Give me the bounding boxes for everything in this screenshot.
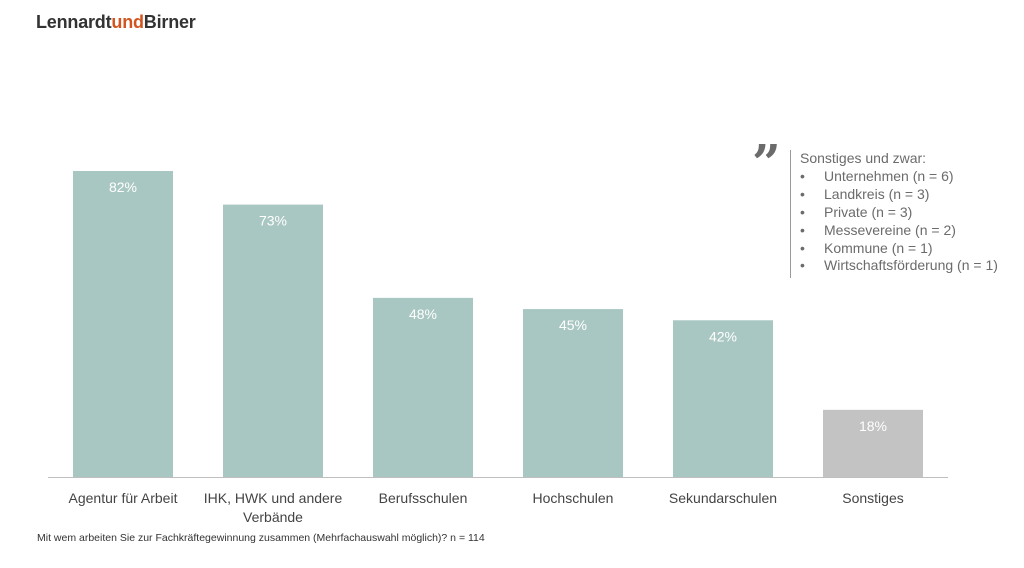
note-item: • Landkreis (n = 3) bbox=[800, 186, 998, 204]
bar bbox=[673, 320, 773, 477]
data-label: 18% bbox=[859, 418, 887, 434]
data-label: 45% bbox=[559, 317, 587, 333]
note-item-label: Unternehmen (n = 6) bbox=[824, 167, 954, 184]
bar bbox=[73, 171, 173, 477]
bar bbox=[373, 297, 473, 477]
bullet-icon: • bbox=[800, 185, 805, 202]
note-item: • Unternehmen (n = 6) bbox=[800, 168, 998, 186]
footnote: Mit wem arbeiten Sie zur Fachkräftegewin… bbox=[37, 532, 485, 544]
bar bbox=[523, 309, 623, 477]
category-label: IHK, HWK und andere Verbände bbox=[204, 490, 343, 525]
brand-part-2: und bbox=[111, 12, 144, 32]
category-label: Hochschulen bbox=[533, 490, 614, 506]
bullet-icon: • bbox=[800, 167, 805, 184]
brand-part-1: Lennardt bbox=[36, 12, 112, 32]
data-label: 73% bbox=[259, 213, 287, 229]
note-item-label: Kommune (n = 1) bbox=[824, 239, 933, 256]
bar bbox=[223, 204, 323, 477]
bullet-icon: • bbox=[800, 257, 805, 274]
brand-logo: LennardtundBirner bbox=[36, 12, 196, 33]
other-answers-note: Sonstiges und zwar: • Unternehmen (n = 6)… bbox=[790, 150, 998, 278]
note-item: • Messevereine (n = 2) bbox=[800, 222, 998, 240]
bullet-icon: • bbox=[800, 203, 805, 220]
data-label: 42% bbox=[709, 328, 737, 344]
quote-icon: ” bbox=[752, 133, 781, 192]
category-label: Sonstiges bbox=[842, 490, 903, 506]
note-item-label: Private (n = 3) bbox=[824, 203, 913, 220]
note-list: • Unternehmen (n = 6) • Landkreis (n = 3) • P… bbox=[800, 168, 998, 275]
bullet-icon: • bbox=[800, 239, 805, 256]
bar bbox=[823, 409, 923, 477]
brand-part-3: Birner bbox=[143, 12, 196, 32]
data-label: 82% bbox=[109, 179, 137, 195]
note-item: • Private (n = 3) bbox=[800, 204, 998, 222]
note-item-label: Wirtschaftsförderung (n = 1) bbox=[824, 257, 998, 274]
note-item-label: Messevereine (n = 2) bbox=[824, 221, 956, 238]
note-item-label: Landkreis (n = 3) bbox=[824, 185, 930, 202]
category-label: Berufsschulen bbox=[379, 490, 468, 506]
note-item: • Kommune (n = 1) bbox=[800, 240, 998, 258]
category-label: Sekundarschulen bbox=[669, 490, 777, 506]
category-label: Agentur für Arbeit bbox=[69, 490, 178, 506]
bullet-icon: • bbox=[800, 221, 805, 238]
data-label: 48% bbox=[409, 306, 437, 322]
note-heading: Sonstiges und zwar: bbox=[800, 150, 927, 166]
note-item: • Wirtschaftsförderung (n = 1) bbox=[800, 257, 998, 275]
